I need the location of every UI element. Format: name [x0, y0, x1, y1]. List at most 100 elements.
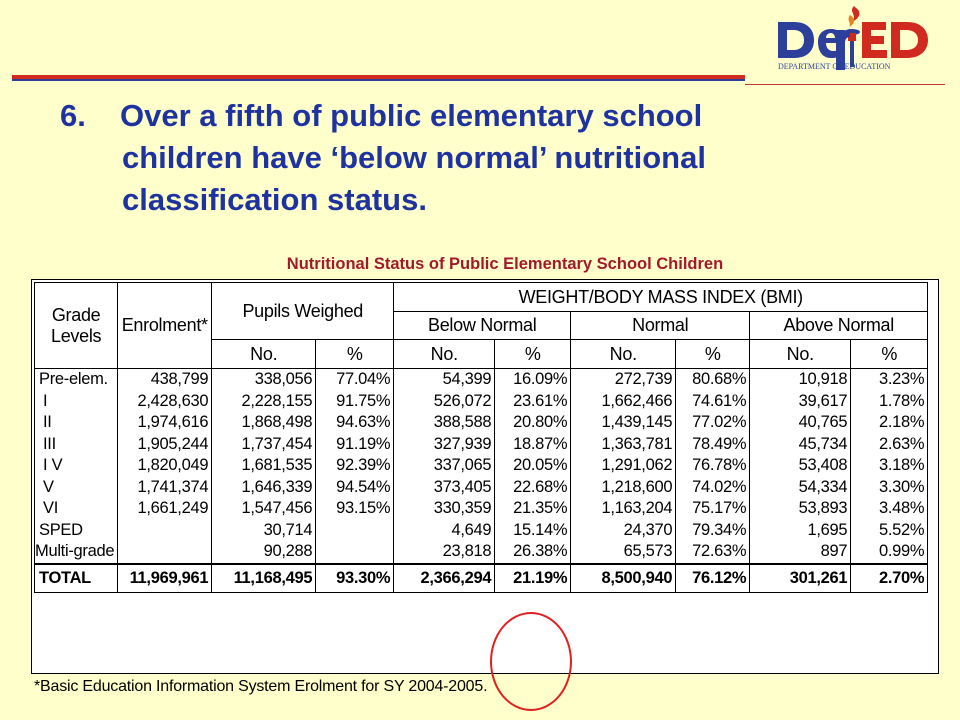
table-row: Pre-elem. 438,799 338,056 77.04% 54,399 … — [33, 368, 929, 391]
header-below-normal: Below Normal — [393, 311, 572, 340]
table-row: II 1,974,616 1,868,498 94.63% 388,588 20… — [33, 412, 929, 434]
cell-pw-no: 90,288 — [211, 541, 317, 564]
headline-number: 6. — [60, 98, 86, 133]
cell-bn-no: 4,649 — [393, 519, 496, 541]
cell-grade: Pre-elem. — [33, 368, 119, 391]
cell-bn-pct: 22.68% — [494, 476, 572, 498]
header-an-pct: % — [850, 339, 929, 369]
cell-n-pct: 77.02% — [675, 412, 751, 434]
cell-n-no: 1,363,781 — [570, 433, 677, 455]
cell-enrolment: 1,974,616 — [117, 412, 213, 434]
cell-bn-pct: 26.38% — [494, 541, 572, 564]
header-rule-blue — [12, 79, 745, 81]
table-row: I 2,428,630 2,228,155 91.75% 526,072 23.… — [33, 390, 929, 412]
cell-n-no: 1,662,466 — [570, 390, 677, 412]
cell-bn-pct: 18.87% — [494, 433, 572, 455]
cell-bn-pct: 16.09% — [494, 368, 572, 391]
deped-logo-graphic: DEPARTMENT OF EDUCATION — [778, 6, 928, 71]
cell-n-no: 272,739 — [570, 368, 677, 391]
header-normal: Normal — [570, 311, 751, 340]
header-pw-pct: % — [315, 339, 395, 369]
cell-bn-pct: 20.05% — [494, 455, 572, 477]
cell-n-no: 1,163,204 — [570, 498, 677, 520]
cell-n-pct: 75.17% — [675, 498, 751, 520]
cell-bn-no: 526,072 — [393, 390, 496, 412]
cell-n-pct: 76.78% — [675, 455, 751, 477]
headline-line-3: classification status. — [122, 182, 427, 217]
cell-grade: V — [33, 476, 119, 498]
table-row: V 1,741,374 1,646,339 94.54% 373,405 22.… — [33, 476, 929, 498]
cell-an-pct: 3.30% — [850, 476, 929, 498]
cell-bn-no: 373,405 — [393, 476, 496, 498]
headline-line-2: children have ‘below normal’ nutritional — [122, 140, 706, 175]
cell-pw-pct: 94.63% — [315, 412, 395, 434]
header-bmi: WEIGHT/BODY MASS INDEX (BMI) — [393, 282, 929, 312]
nutrition-table: Grade Levels Enrolment* Pupils Weighed WE… — [33, 282, 929, 593]
cell-an-no: 40,765 — [749, 412, 852, 434]
cell-n-pct: 79.34% — [675, 519, 751, 541]
cell-pw-no: 30,714 — [211, 519, 317, 541]
cell-bn-no: 330,359 — [393, 498, 496, 520]
cell-pw-pct — [315, 519, 395, 541]
deped-logo: DEPARTMENT OF EDUCATION — [770, 2, 950, 77]
cell-enrolment: 1,905,244 — [117, 433, 213, 455]
cell-bn-pct: 15.14% — [494, 519, 572, 541]
cell-an-pct: 5.52% — [850, 519, 929, 541]
cell-an-no: 54,334 — [749, 476, 852, 498]
cell-pw-pct: 91.19% — [315, 433, 395, 455]
header-enrolment: Enrolment* — [117, 282, 213, 369]
cell-an-pct: 2.63% — [850, 433, 929, 455]
cell-total-bn-no: 2,366,294 — [393, 562, 496, 593]
cell-grade: II — [33, 412, 119, 434]
slide-headline: 6. Over a fifth of public elementary scho… — [60, 95, 920, 221]
logo-subtitle: DEPARTMENT OF EDUCATION — [778, 62, 891, 71]
header-bn-no: No. — [393, 339, 496, 369]
cell-total-bn-pct: 21.19% — [494, 562, 572, 593]
cell-pw-pct: 94.54% — [315, 476, 395, 498]
cell-total-an-pct: 2.70% — [850, 562, 929, 593]
cell-total-label: TOTAL — [33, 562, 119, 593]
cell-enrolment: 438,799 — [117, 368, 213, 391]
cell-pw-no: 2,228,155 — [211, 390, 317, 412]
cell-pw-pct: 93.15% — [315, 498, 395, 520]
cell-bn-pct: 23.61% — [494, 390, 572, 412]
cell-bn-no: 327,939 — [393, 433, 496, 455]
cell-an-pct: 2.18% — [850, 412, 929, 434]
cell-enrolment: 1,661,249 — [117, 498, 213, 520]
cell-total-n-no: 8,500,940 — [570, 562, 677, 593]
cell-n-pct: 74.61% — [675, 390, 751, 412]
table-body: Pre-elem. 438,799 338,056 77.04% 54,399 … — [33, 368, 929, 593]
table-row: SPED 30,714 4,649 15.14% 24,370 79.34% 1… — [33, 519, 929, 541]
cell-bn-pct: 21.35% — [494, 498, 572, 520]
header-an-no: No. — [749, 339, 852, 369]
nutrition-table-container: Grade Levels Enrolment* Pupils Weighed WE… — [31, 279, 939, 674]
cell-total-enrolment: 11,969,961 — [117, 562, 213, 593]
cell-n-pct: 74.02% — [675, 476, 751, 498]
table-total-row: TOTAL 11,969,961 11,168,495 93.30% 2,366… — [33, 562, 929, 593]
cell-n-pct: 78.49% — [675, 433, 751, 455]
cell-pw-pct: 91.75% — [315, 390, 395, 412]
cell-pw-pct: 92.39% — [315, 455, 395, 477]
cell-pw-no: 1,547,456 — [211, 498, 317, 520]
cell-an-no: 897 — [749, 541, 852, 564]
cell-n-no: 65,573 — [570, 541, 677, 564]
cell-n-no: 1,218,600 — [570, 476, 677, 498]
cell-an-pct: 3.48% — [850, 498, 929, 520]
cell-an-pct: 3.23% — [850, 368, 929, 391]
cell-enrolment: 1,820,049 — [117, 455, 213, 477]
cell-grade: III — [33, 433, 119, 455]
cell-enrolment — [117, 519, 213, 541]
cell-an-no: 53,893 — [749, 498, 852, 520]
cell-pw-pct: 77.04% — [315, 368, 395, 391]
header-rule-thin — [745, 84, 945, 85]
cell-pw-pct — [315, 541, 395, 564]
cell-total-an-no: 301,261 — [749, 562, 852, 593]
cell-grade: Multi-grade — [33, 541, 119, 564]
cell-total-pw-no: 11,168,495 — [211, 562, 317, 593]
table-row: VI 1,661,249 1,547,456 93.15% 330,359 21… — [33, 498, 929, 520]
cell-an-no: 1,695 — [749, 519, 852, 541]
cell-an-no: 39,617 — [749, 390, 852, 412]
header-pupils-weighed: Pupils Weighed — [211, 282, 395, 340]
cell-pw-no: 1,737,454 — [211, 433, 317, 455]
header-grade-levels: Grade Levels — [33, 282, 119, 369]
